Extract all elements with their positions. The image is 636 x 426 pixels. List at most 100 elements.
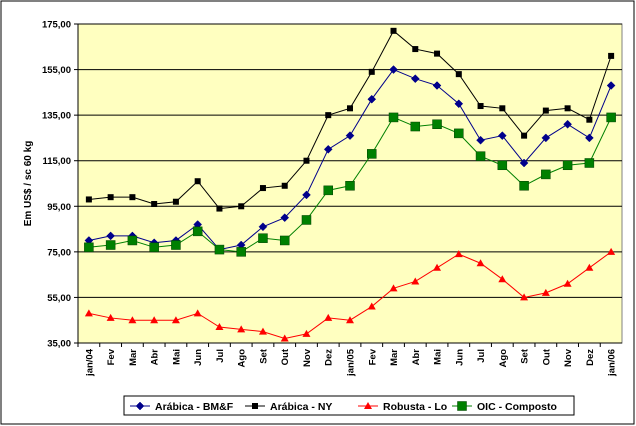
- data-point: [432, 119, 442, 130]
- x-tick-label: Mai: [171, 349, 182, 365]
- data-point: [390, 27, 397, 34]
- x-tick-label: jan/06: [607, 349, 618, 377]
- legend-marker: [252, 403, 258, 409]
- data-point: [128, 316, 137, 324]
- data-point: [521, 132, 528, 139]
- data-point: [564, 105, 571, 112]
- y-tick-label: 115,00: [42, 156, 71, 167]
- data-point: [368, 68, 375, 75]
- x-tick-label: Out: [280, 348, 291, 365]
- data-point: [412, 46, 419, 53]
- legend-label: OIC - Composto: [477, 401, 557, 413]
- legend-label: Arábica - NY: [270, 401, 332, 413]
- data-point: [85, 196, 92, 203]
- data-point: [389, 284, 398, 292]
- data-point: [475, 151, 486, 161]
- data-point: [105, 240, 116, 250]
- legend-item: Robusta - Lo: [358, 401, 447, 413]
- y-axis-label: Em US$ / sc 60 kg: [23, 141, 34, 227]
- data-point: [519, 181, 529, 191]
- data-point: [172, 198, 179, 205]
- x-tick-label: Abr: [150, 349, 161, 366]
- x-tick-label: Fev: [106, 348, 117, 365]
- series-4: [84, 112, 616, 257]
- data-point: [367, 94, 377, 104]
- data-point: [171, 316, 180, 324]
- data-point: [150, 316, 159, 324]
- x-tick-label: Mar: [128, 349, 139, 366]
- data-point: [279, 235, 290, 246]
- data-point: [258, 327, 267, 335]
- data-point: [432, 81, 442, 90]
- data-point: [563, 279, 572, 287]
- data-point: [214, 244, 225, 255]
- data-point: [302, 329, 311, 337]
- data-point: [258, 233, 268, 243]
- legend: Arábica - BM&F Arábica - NY Robusta - Lo OI…: [130, 401, 557, 413]
- data-point: [129, 194, 136, 201]
- data-point: [497, 160, 508, 171]
- legend-label: Arábica - BM&F: [155, 401, 234, 413]
- data-point: [586, 116, 593, 123]
- legend-item: OIC - Composto: [452, 401, 557, 413]
- data-point: [127, 235, 138, 246]
- y-axis-tick-labels: 35,00 55,00 75,00 95,00 115,00 135,00 155,00 17…: [42, 20, 71, 350]
- data-point: [151, 201, 158, 208]
- data-point: [303, 157, 310, 164]
- data-point: [497, 131, 507, 141]
- data-point: [280, 213, 290, 223]
- data-point: [585, 133, 594, 143]
- data-point: [171, 240, 181, 250]
- data-point: [410, 74, 420, 84]
- x-tick-label: Dez: [585, 349, 596, 366]
- x-tick-label: Jun: [454, 349, 465, 366]
- data-point: [236, 247, 246, 257]
- data-point: [258, 222, 268, 232]
- data-point: [107, 194, 114, 201]
- x-tick-label: Mar: [389, 349, 400, 366]
- data-point: [367, 149, 377, 159]
- y-tick-label: 155,00: [42, 65, 71, 76]
- data-point: [345, 131, 355, 141]
- data-point: [584, 158, 595, 168]
- legend-marker: [457, 401, 467, 411]
- data-point: [541, 133, 551, 143]
- x-tick-label: Set: [258, 348, 269, 364]
- data-point: [388, 112, 399, 123]
- data-point: [216, 205, 223, 212]
- data-point: [499, 105, 506, 112]
- y-tick-label: 135,00: [42, 111, 71, 122]
- data-point: [606, 112, 616, 123]
- y-tick-label: 95,00: [47, 202, 71, 213]
- gridlines: [74, 23, 622, 344]
- data-point: [454, 250, 463, 258]
- data-point: [608, 52, 615, 59]
- data-point: [323, 185, 333, 196]
- data-point: [301, 215, 312, 225]
- x-tick-label: jan/04: [84, 348, 95, 377]
- data-point: [238, 203, 245, 210]
- x-tick-label: Ago: [237, 349, 248, 368]
- x-tick-label: Ago: [498, 349, 509, 368]
- series-3: [84, 247, 616, 342]
- data-point: [434, 50, 441, 57]
- x-tick-label: Set: [520, 348, 531, 364]
- legend-item: Arábica - NY: [245, 401, 332, 413]
- x-tick-label: Mai: [433, 349, 444, 365]
- data-point: [194, 178, 201, 185]
- data-point: [520, 293, 529, 301]
- y-tick-label: 55,00: [47, 293, 71, 304]
- y-tick-label: 35,00: [47, 339, 71, 350]
- data-point: [280, 334, 289, 342]
- data-point: [389, 65, 398, 74]
- series-layer: [84, 27, 616, 342]
- data-point: [541, 288, 550, 296]
- y-tick-label: 75,00: [47, 247, 71, 258]
- data-point: [84, 309, 93, 317]
- data-point: [323, 144, 333, 154]
- data-point: [259, 185, 266, 192]
- data-point: [193, 309, 202, 317]
- y-tick-label: 175,00: [42, 20, 71, 31]
